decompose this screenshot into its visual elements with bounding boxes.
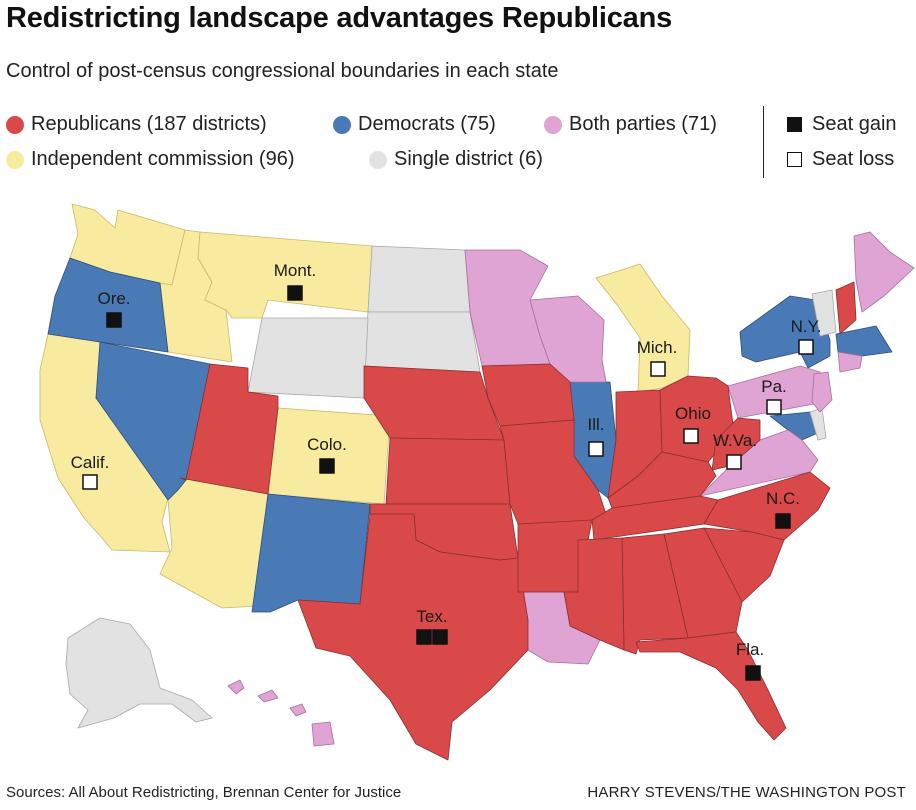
- seat-gain-marker-texas-1: [416, 629, 432, 645]
- state-connecticut: [837, 351, 863, 373]
- legend-both-parties: Both parties (71): [544, 113, 717, 136]
- state-nebraska: [363, 365, 505, 441]
- chart-subtitle: Control of post-census congressional bou…: [6, 60, 559, 82]
- label-west-virginia: W.Va.: [713, 431, 757, 450]
- label-florida: Fla.: [736, 640, 764, 659]
- legend-label: Independent commission (96): [31, 148, 295, 170]
- seat-loss-marker-pennsylvania: [766, 399, 782, 415]
- state-hawaii: [227, 679, 335, 747]
- state-texas: [297, 513, 529, 761]
- label-colorado: Colo.: [307, 435, 347, 454]
- state-north-dakota: [367, 245, 471, 313]
- state-arizona: [159, 477, 269, 609]
- state-new-jersey: [811, 371, 833, 413]
- sources-note: Sources: All About Redistricting, Brenna…: [6, 784, 402, 801]
- legend-label: Republicans (187 districts): [31, 113, 267, 135]
- label-michigan: Mich.: [637, 338, 678, 357]
- legend-seat-loss: Seat loss: [787, 148, 894, 171]
- blue-dot-icon: [333, 115, 351, 134]
- legend-democrats: Democrats (75): [333, 113, 496, 136]
- label-north-carolina: N.C.: [766, 489, 800, 508]
- legend-independent: Independent commission (96): [6, 148, 294, 171]
- red-dot-icon: [6, 115, 24, 134]
- seat-gain-marker-north-carolina: [775, 513, 791, 529]
- state-wisconsin: [529, 295, 607, 383]
- state-massachusetts: [835, 325, 893, 357]
- seat-loss-marker-illinois: [588, 441, 604, 457]
- label-texas: Tex.: [416, 607, 447, 626]
- gray-dot-icon: [369, 150, 387, 169]
- seat-loss-marker-california: [82, 474, 98, 490]
- label-new-york: N.Y.: [791, 317, 822, 336]
- legend-seat-gain: Seat gain: [787, 113, 897, 136]
- credit-line: HARRY STEVENS/THE WASHINGTON POST: [587, 784, 906, 801]
- legend-label: Democrats (75): [358, 113, 496, 135]
- state-new-mexico: [251, 493, 371, 613]
- state-iowa: [481, 363, 575, 427]
- state-oregon: [47, 257, 169, 353]
- seat-gain-marker-colorado: [319, 458, 335, 474]
- legend-label: Seat gain: [812, 113, 897, 135]
- filled-square-icon: [787, 117, 802, 132]
- state-michigan: [595, 263, 691, 393]
- seat-loss-marker-west-virginia: [726, 454, 742, 470]
- state-florida: [635, 631, 787, 741]
- label-ohio: Ohio: [675, 404, 711, 423]
- legend-label: Single district (6): [394, 148, 543, 170]
- seat-gain-marker-montana: [287, 285, 303, 301]
- state-south-dakota: [363, 311, 481, 373]
- seat-gain-marker-florida: [745, 665, 761, 681]
- state-colorado: [267, 407, 391, 505]
- seat-loss-marker-new-york: [798, 339, 814, 355]
- seat-gain-marker-oregon: [106, 312, 122, 328]
- state-new-hampshire: [835, 281, 857, 335]
- state-maryland: [769, 411, 821, 441]
- seat-loss-marker-ohio: [683, 428, 699, 444]
- yellow-dot-icon: [6, 150, 24, 169]
- legend-republicans: Republicans (187 districts): [6, 113, 267, 136]
- state-wyoming: [247, 317, 369, 399]
- chart-title: Redistricting landscape advantages Repub…: [6, 2, 673, 34]
- label-oregon: Ore.: [97, 289, 130, 308]
- label-california: Calif.: [71, 453, 110, 472]
- pink-dot-icon: [544, 115, 562, 134]
- legend-single-district: Single district (6): [369, 148, 543, 171]
- label-illinois: Ill.: [588, 415, 605, 434]
- seat-loss-marker-michigan: [650, 361, 666, 377]
- state-mississippi: [563, 537, 625, 651]
- seat-gain-marker-texas-2: [432, 629, 448, 645]
- label-montana: Mont.: [274, 261, 317, 280]
- state-vermont: [811, 289, 837, 337]
- legend-label: Both parties (71): [569, 113, 717, 135]
- legend-label: Seat loss: [812, 148, 895, 170]
- state-utah: [179, 363, 279, 495]
- legend-divider: [763, 106, 764, 178]
- empty-square-icon: [787, 152, 802, 167]
- state-alaska: [65, 617, 213, 729]
- state-maine: [853, 231, 915, 313]
- label-pennsylvania: Pa.: [761, 377, 787, 396]
- us-map: Ore. Mont. Calif. Colo. Tex. Ill. Mich. …: [39, 203, 915, 761]
- state-kansas: [385, 437, 511, 505]
